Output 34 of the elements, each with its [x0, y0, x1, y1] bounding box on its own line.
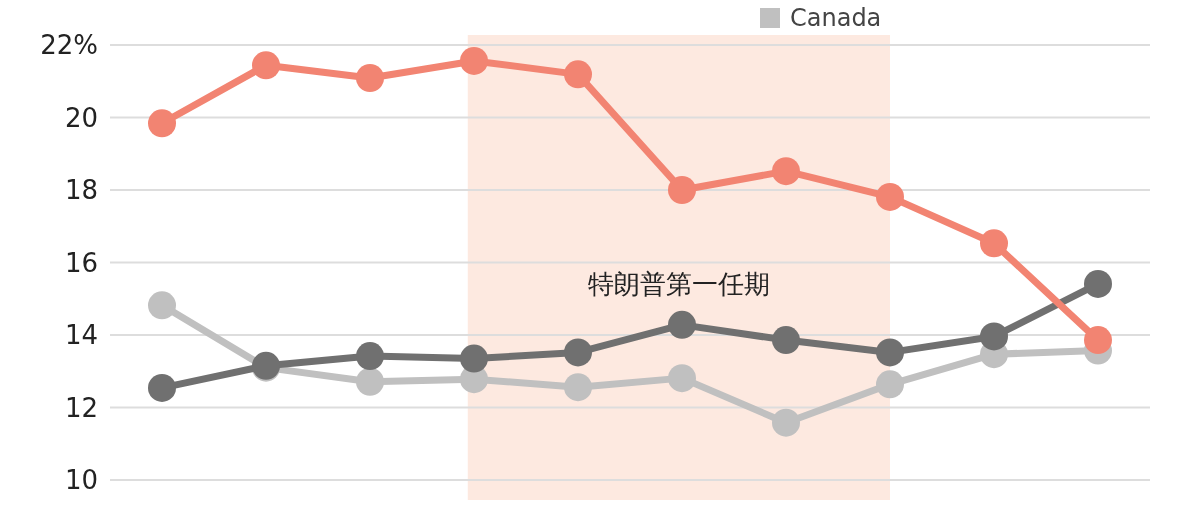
y-tick-label: 10 [64, 465, 98, 495]
point [356, 63, 384, 92]
annotation: 特朗普第一任期 [587, 268, 770, 299]
point [876, 338, 904, 367]
legend-label: Canada [790, 4, 882, 32]
point [460, 46, 488, 75]
point [564, 60, 592, 89]
point [356, 342, 384, 371]
point [1084, 269, 1112, 298]
point [876, 370, 904, 399]
y-tick-label: 20 [64, 102, 98, 133]
point [564, 373, 592, 402]
point [668, 176, 696, 204]
point [356, 367, 384, 396]
y-tick-label: 18 [64, 175, 98, 205]
y-tick-label: 14 [64, 320, 98, 350]
point [876, 182, 904, 211]
point [980, 229, 1008, 258]
point [252, 51, 280, 80]
y-tick-label: 12 [64, 392, 98, 423]
point [148, 373, 176, 402]
point [772, 408, 800, 437]
point [460, 344, 488, 373]
point [772, 157, 800, 186]
point [1084, 326, 1112, 355]
point [564, 338, 592, 367]
point [148, 109, 176, 138]
y-tick-label: 16 [64, 247, 98, 278]
y-tick-label: 22% [40, 30, 98, 60]
point [668, 364, 696, 393]
point [668, 310, 696, 339]
point [980, 322, 1008, 351]
point [148, 291, 176, 320]
point [772, 326, 800, 355]
